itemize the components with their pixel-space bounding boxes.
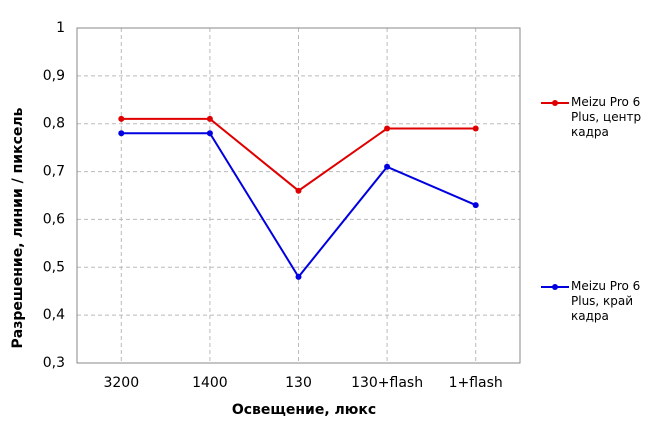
y-tick-label: 0,6 xyxy=(43,211,65,227)
legend-label: Meizu Pro 6 Plus, край кадра xyxy=(571,279,641,323)
legend-marker xyxy=(552,284,558,290)
y-axis-title: Разрешение, линии / пиксель xyxy=(10,107,26,348)
data-point xyxy=(295,273,302,280)
x-tick-label: 130 xyxy=(285,375,312,391)
y-tick-label: 0,4 xyxy=(43,307,65,323)
data-point xyxy=(206,115,213,122)
y-tick-label: 0,9 xyxy=(43,68,65,84)
data-point xyxy=(472,202,479,209)
data-point xyxy=(384,125,391,132)
y-tick-label: 0,7 xyxy=(43,164,65,180)
data-point xyxy=(384,163,391,170)
legend-label: Meizu Pro 6 Plus, центр кадра xyxy=(571,95,642,139)
data-point xyxy=(206,130,213,137)
plot-frame xyxy=(76,27,521,364)
x-tick-label: 130+flash xyxy=(351,375,423,391)
x-axis-title: Освещение, люкс xyxy=(232,402,376,418)
y-tick-label: 1 xyxy=(56,20,65,36)
x-tick-label: 3200 xyxy=(103,375,139,391)
data-point xyxy=(118,115,125,122)
data-point xyxy=(472,125,479,132)
x-tick-label: 1+flash xyxy=(449,375,503,391)
x-tick-label: 1400 xyxy=(192,375,228,391)
data-point xyxy=(295,187,302,194)
y-tick-label: 0,8 xyxy=(43,116,65,132)
y-tick-label: 0,3 xyxy=(43,355,65,371)
y-tick-label: 0,5 xyxy=(43,259,65,275)
data-point xyxy=(118,130,125,137)
legend-marker xyxy=(552,100,558,106)
